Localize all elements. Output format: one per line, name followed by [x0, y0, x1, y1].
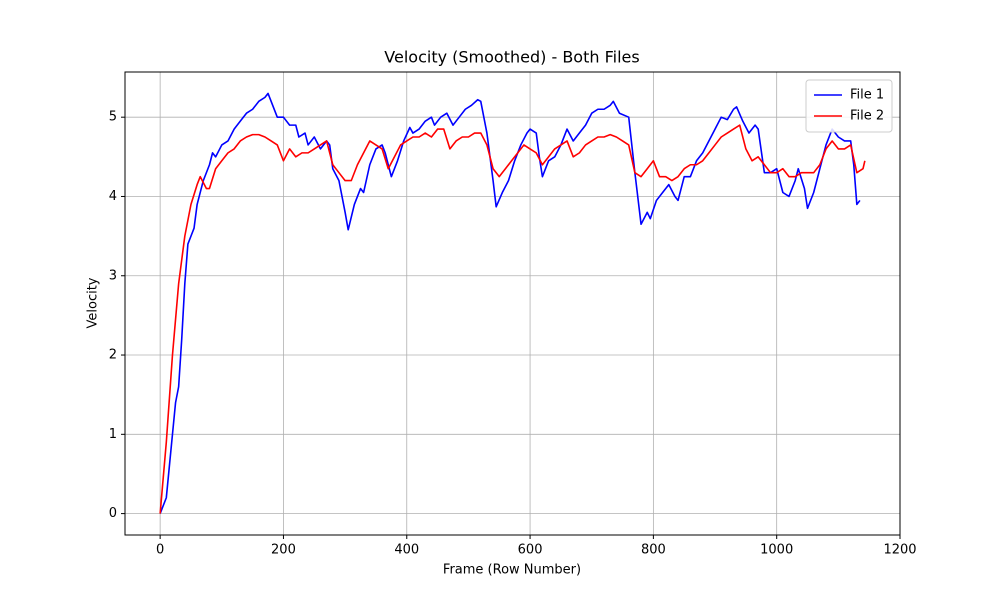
data-line — [159, 124, 866, 514]
y-tick-label: 5 — [109, 110, 117, 125]
y-axis-label: Velocity — [86, 277, 101, 328]
x-tick-label: 200 — [271, 543, 296, 558]
x-tick-label: 0 — [156, 543, 164, 558]
chart-title: Velocity (Smoothed) - Both Files — [384, 48, 639, 67]
x-tick-label: 400 — [394, 543, 419, 558]
legend-label: File 2 — [850, 109, 884, 124]
plot-frame — [124, 71, 901, 536]
y-tick-label: 4 — [109, 189, 117, 204]
y-tick-label: 0 — [109, 506, 117, 521]
x-tick-label: 600 — [518, 543, 543, 558]
legend-label: File 1 — [850, 88, 884, 103]
y-tick-label: 1 — [109, 427, 117, 442]
legend-box — [805, 79, 893, 133]
y-tick-label: 3 — [109, 268, 117, 283]
x-axis-label: Frame (Row Number) — [443, 563, 581, 578]
data-line — [159, 92, 861, 514]
x-tick-label: 1000 — [760, 543, 793, 558]
x-tick-label: 800 — [641, 543, 666, 558]
x-tick-label: 1200 — [883, 543, 916, 558]
y-tick-label: 2 — [109, 348, 117, 363]
